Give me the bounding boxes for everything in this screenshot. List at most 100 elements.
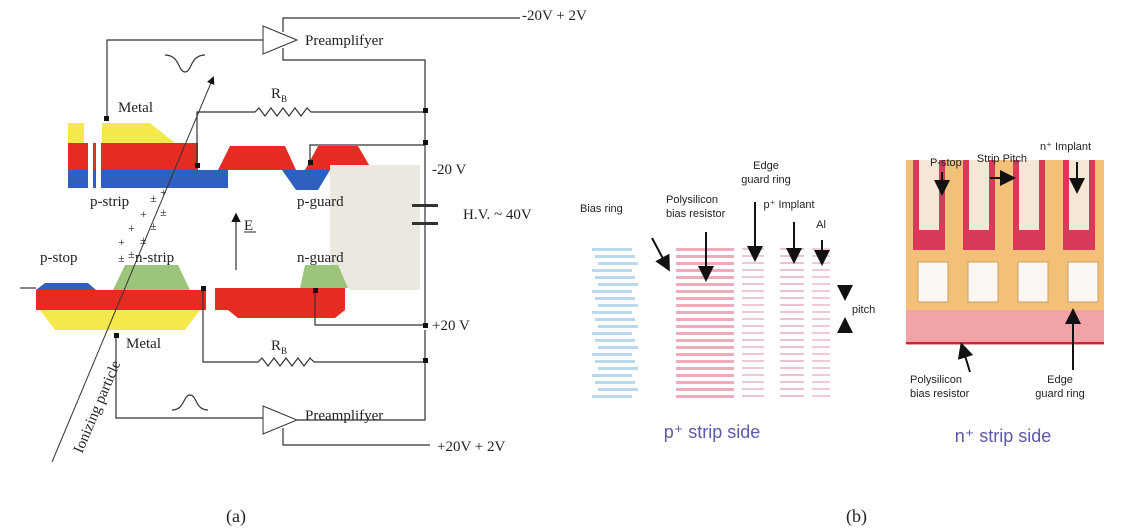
implant-texture (780, 297, 804, 299)
pointer-arrow (962, 346, 970, 372)
guard-texture (742, 318, 764, 320)
al-texture (812, 290, 830, 292)
hv-label: H.V. ~ 40V (463, 207, 532, 223)
bias-ring-texture (592, 290, 632, 293)
al-texture (812, 374, 830, 376)
bias-ring-texture (592, 311, 632, 314)
guard-texture (742, 339, 764, 341)
implant-texture (780, 381, 804, 383)
al-texture (812, 339, 830, 341)
resistor-texture (676, 311, 734, 314)
bias-ring-texture (598, 283, 638, 286)
bias-label: -20 V (432, 162, 466, 178)
resistor-texture (676, 325, 734, 328)
p-strip-label: p-strip (90, 194, 129, 210)
guard-texture (742, 304, 764, 306)
charge-sign: ± (150, 219, 157, 233)
al-texture (812, 283, 830, 285)
guard-texture (742, 367, 764, 369)
guard-texture (742, 290, 764, 292)
al-texture (812, 332, 830, 334)
side-label: p⁺ strip side (664, 422, 761, 442)
implant-texture (780, 248, 804, 250)
bias-ring-texture (592, 248, 632, 251)
resistor-texture (676, 346, 734, 349)
implant-label: n⁺ Implant (1040, 141, 1091, 153)
al-texture (812, 381, 830, 383)
charge-sign: ± (150, 191, 157, 205)
guard-texture (742, 360, 764, 362)
pad (918, 262, 948, 302)
al-texture (812, 269, 830, 271)
guard-texture (742, 325, 764, 327)
implant-texture (780, 339, 804, 341)
bias-ring-texture (592, 353, 632, 356)
caption: (b) (846, 506, 867, 527)
preamp-label: Preamplifyer (305, 33, 383, 49)
resistor-subscript: B (281, 94, 287, 104)
pad (1068, 262, 1098, 302)
implant-texture (780, 388, 804, 390)
implant-texture (780, 276, 804, 278)
bias-ring-texture (598, 325, 638, 328)
resistor-label: R (271, 338, 281, 354)
resistor-texture (676, 290, 734, 293)
guard-texture (742, 388, 764, 390)
implant-texture (780, 353, 804, 355)
bias-ring-texture (595, 255, 635, 258)
resistor-texture (676, 304, 734, 307)
al-texture (812, 367, 830, 369)
resistor-texture (676, 367, 734, 370)
metal-label: Metal (118, 100, 153, 116)
pointer-arrow (652, 238, 668, 268)
bias-ring-texture (592, 395, 632, 398)
metal-label: Metal (126, 336, 161, 352)
resistor-texture (676, 381, 734, 384)
resistor-subscript: B (281, 346, 287, 356)
strip-pitch-label: Strip Pitch (977, 153, 1027, 165)
n-side-band (906, 310, 1104, 345)
al-texture (812, 346, 830, 348)
bias-ring-texture (598, 367, 638, 370)
implant-texture (780, 290, 804, 292)
figure: -20V + 2VPreamplifyerMetal-20 Vp-stripp-… (0, 0, 1121, 532)
charge-sign: + (140, 207, 147, 221)
resistor-texture (676, 332, 734, 335)
pitch-label: pitch (852, 304, 875, 316)
resistor-texture (676, 318, 734, 321)
al-texture (812, 353, 830, 355)
al-texture (812, 262, 830, 264)
resistor-texture (676, 374, 734, 377)
callout-label: Edge (1047, 374, 1073, 386)
guard-texture (742, 332, 764, 334)
bias-ring-label: Bias ring (580, 203, 623, 215)
strip-core (919, 160, 939, 230)
guard-texture (742, 374, 764, 376)
guard-texture (742, 255, 764, 257)
side-label: n⁺ strip side (955, 426, 1052, 446)
charge-sign: + (128, 221, 135, 235)
resistor-texture (676, 395, 734, 398)
implant-texture (780, 367, 804, 369)
implant-texture (780, 360, 804, 362)
guard-texture (742, 311, 764, 313)
guard-texture (742, 276, 764, 278)
bias-ring-texture (595, 360, 635, 363)
supply-label: -20V + 2V (522, 8, 587, 24)
guard-texture (742, 283, 764, 285)
guard-texture (742, 262, 764, 264)
strip-core (969, 160, 989, 230)
implant-texture (780, 262, 804, 264)
implant-texture (780, 318, 804, 320)
caption: (a) (226, 506, 246, 527)
implant-texture (780, 346, 804, 348)
implant-texture (780, 304, 804, 306)
implant-texture (780, 283, 804, 285)
preamp-label: Preamplifyer (305, 408, 383, 424)
implant-texture (780, 311, 804, 313)
al-texture (812, 311, 830, 313)
guard-texture (742, 395, 764, 397)
resistor-texture (676, 339, 734, 342)
bias-ring-texture (595, 318, 635, 321)
callout-label: Polysilicon (910, 374, 962, 386)
